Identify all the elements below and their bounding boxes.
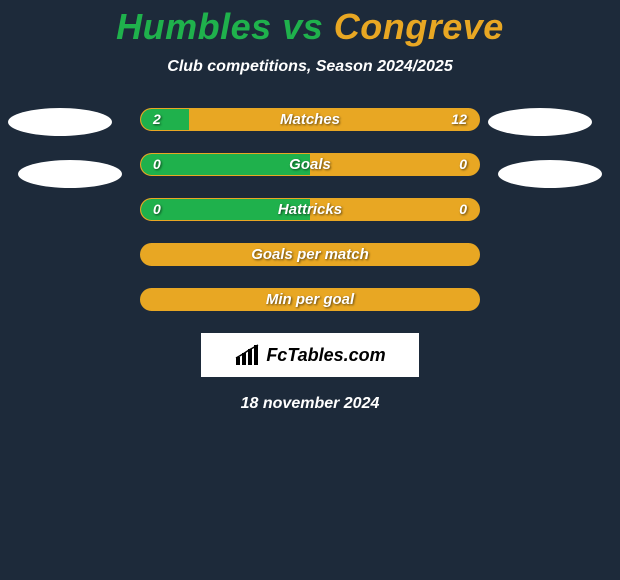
player-right-name: Congreve [334, 6, 504, 47]
stat-row: Goals per match [140, 243, 480, 266]
stat-value-left: 0 [153, 199, 161, 220]
player-photo-placeholder [8, 108, 112, 136]
stat-label: Matches [141, 109, 479, 130]
stat-value-left: 0 [153, 154, 161, 175]
stat-value-right: 12 [451, 109, 467, 130]
player-photo-placeholder [488, 108, 592, 136]
date-text: 18 november 2024 [0, 395, 620, 413]
stat-label: Goals per match [141, 244, 479, 265]
logo-box: FcTables.com [201, 333, 419, 377]
stat-label: Min per goal [141, 289, 479, 310]
player-photo-placeholder [498, 160, 602, 188]
stat-value-left: 2 [153, 109, 161, 130]
stat-label: Goals [141, 154, 479, 175]
stat-row: Hattricks0 0 [140, 198, 480, 221]
stat-value-right: 0 [459, 154, 467, 175]
stat-label: Hattricks [141, 199, 479, 220]
player-photo-placeholder [18, 160, 122, 188]
stat-value-right: 0 [459, 199, 467, 220]
subtitle: Club competitions, Season 2024/2025 [0, 58, 620, 76]
stat-row: Min per goal [140, 288, 480, 311]
stat-row: Matches2 12 [140, 108, 480, 131]
player-left-name: Humbles [116, 6, 272, 47]
vs-text: vs [272, 6, 334, 47]
logo-text: FcTables.com [266, 345, 385, 366]
page-title: Humbles vs Congreve [0, 0, 620, 48]
stats-area: Matches212Goals00Hattricks00Goals per ma… [0, 108, 620, 311]
stat-row: Goals0 0 [140, 153, 480, 176]
bar-chart-icon [234, 343, 262, 367]
